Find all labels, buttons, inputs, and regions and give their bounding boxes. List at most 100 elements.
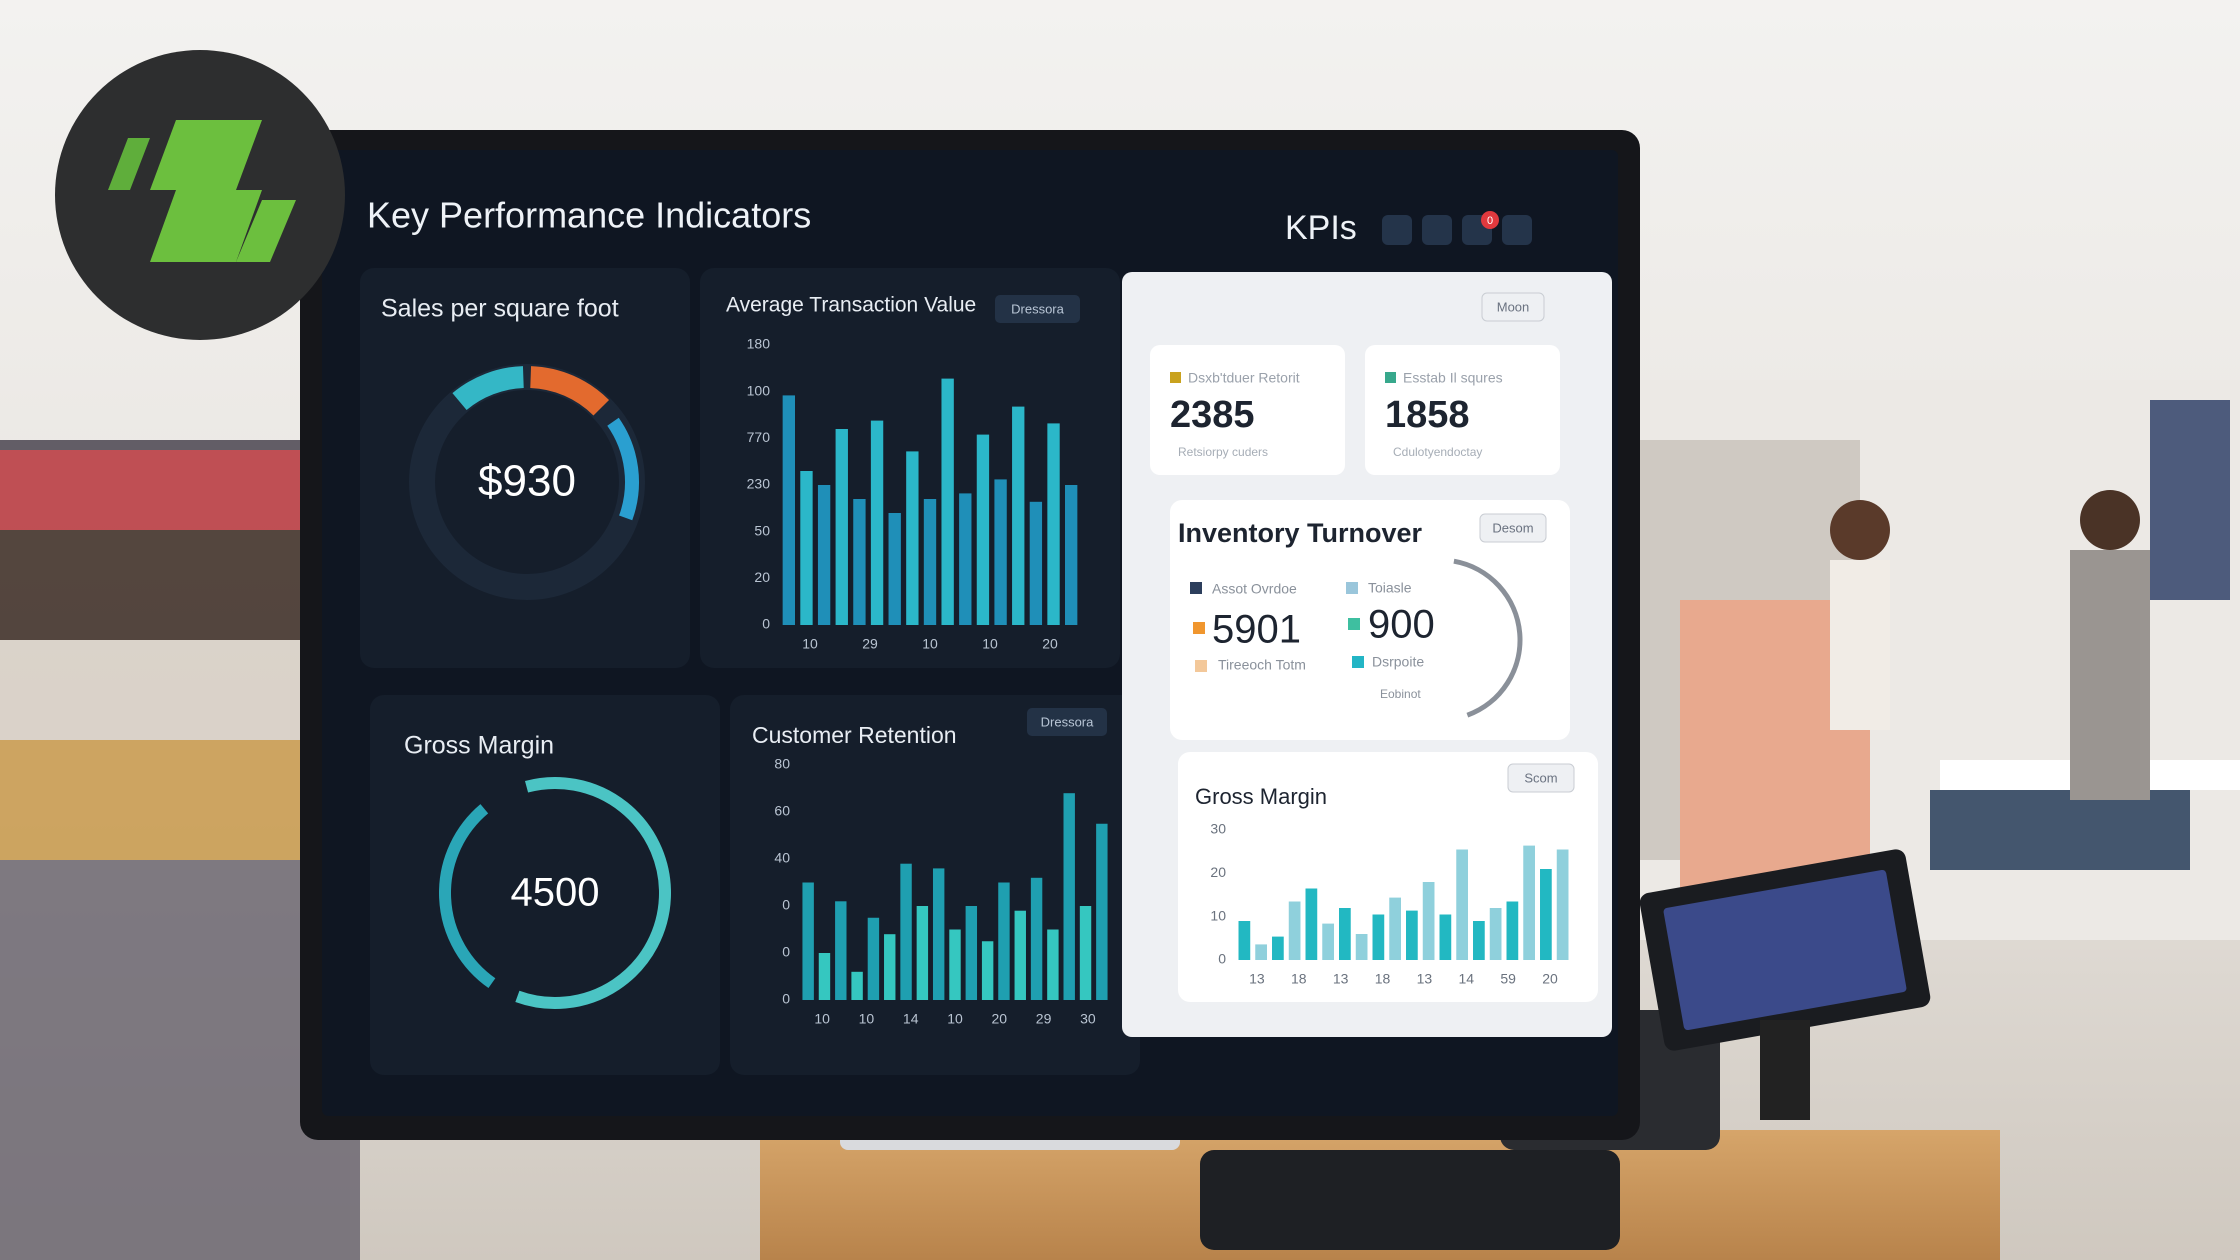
x-tick-label: 13 xyxy=(1417,971,1433,987)
bar xyxy=(817,485,831,625)
keyboard xyxy=(1200,1150,1620,1250)
bar xyxy=(1355,934,1368,960)
bar xyxy=(1288,901,1301,960)
toolbar-icon xyxy=(1382,215,1412,245)
bar xyxy=(906,451,919,625)
bar xyxy=(1030,877,1043,1000)
y-tick-label: 50 xyxy=(754,522,770,538)
bar xyxy=(1422,882,1435,960)
bar xyxy=(1456,849,1468,960)
bar xyxy=(1489,908,1502,960)
bar xyxy=(1029,501,1043,625)
x-tick-label: 10 xyxy=(922,636,938,652)
x-tick-label: 29 xyxy=(1036,1011,1052,1027)
legend-swatch xyxy=(1346,582,1358,594)
turnover-arc xyxy=(1453,558,1523,718)
button-label: Dressora xyxy=(1041,714,1095,729)
gauge-arc xyxy=(439,804,496,989)
bar xyxy=(1014,910,1026,1000)
y-tick-label: 0 xyxy=(782,944,790,960)
bar xyxy=(1556,849,1569,960)
button xyxy=(1481,292,1545,322)
bar xyxy=(1065,485,1078,625)
bar xyxy=(1255,944,1267,960)
bar xyxy=(800,471,813,625)
bar xyxy=(1305,888,1318,960)
gauge-value: $930 xyxy=(478,457,576,506)
legend-label: Dsrpoite xyxy=(1372,654,1424,670)
kpi-label: KPIs xyxy=(1285,209,1357,247)
y-tick-label: 770 xyxy=(747,429,771,445)
x-tick-label: 20 xyxy=(991,1011,1007,1027)
x-tick-label: 10 xyxy=(859,1011,875,1027)
gauge-arc xyxy=(529,366,610,416)
button xyxy=(995,295,1080,323)
dashboard: Key Performance Indicators KPIs 0 Sales per… xyxy=(360,195,1612,1075)
legend-label: Toiasle xyxy=(1368,580,1412,596)
logo xyxy=(55,50,345,340)
button-label: Desom xyxy=(1492,520,1533,535)
bar xyxy=(1079,906,1092,1000)
y-tick-label: 100 xyxy=(747,382,771,398)
x-tick-label: 14 xyxy=(1459,971,1475,987)
legend-swatch xyxy=(1193,622,1205,634)
y-tick-label: 20 xyxy=(754,569,770,585)
panel-title: Average Transaction Value xyxy=(726,294,976,317)
bar xyxy=(923,499,937,625)
legend-swatch xyxy=(1170,372,1181,383)
y-tick-label: 20 xyxy=(1210,864,1226,880)
x-tick-label: 30 xyxy=(1080,1011,1096,1027)
stat-value: 2385 xyxy=(1170,394,1255,436)
toolbar-icon xyxy=(1502,215,1532,245)
bar xyxy=(1272,936,1284,960)
bar xyxy=(1063,793,1075,1000)
bar xyxy=(981,941,994,1000)
x-tick-label: 59 xyxy=(1500,971,1516,987)
card-title: Inventory Turnover xyxy=(1178,518,1423,548)
bar xyxy=(916,906,929,1000)
button-label: Moon xyxy=(1497,299,1530,314)
bar xyxy=(1473,921,1485,960)
stat-value: 1858 xyxy=(1385,394,1470,436)
notification-count: 0 xyxy=(1487,215,1493,227)
bar xyxy=(998,882,1010,1000)
button xyxy=(1027,708,1107,736)
bar xyxy=(1372,914,1385,960)
bar xyxy=(932,868,945,1000)
legend-swatch xyxy=(1190,582,1202,594)
bar xyxy=(900,863,912,1000)
bar xyxy=(867,917,880,1000)
bar xyxy=(1322,923,1334,960)
stat-value: 5901 xyxy=(1212,608,1301,652)
dashboard-title: Key Performance Indicators xyxy=(367,195,811,236)
notification-badge xyxy=(1481,211,1499,229)
legend-swatch xyxy=(1352,656,1364,668)
stat-note: Retsiorpy cuders xyxy=(1178,445,1268,459)
x-tick-label: 10 xyxy=(982,636,998,652)
bar xyxy=(1012,406,1025,625)
y-tick-label: 80 xyxy=(774,756,790,772)
bar xyxy=(976,434,990,625)
button-label: Scom xyxy=(1524,770,1557,785)
x-tick-label: 14 xyxy=(903,1011,919,1027)
panel xyxy=(370,695,720,1075)
panel-title: Gross Margin xyxy=(404,732,554,760)
x-tick-label: 20 xyxy=(1042,636,1058,652)
bar xyxy=(782,395,795,625)
y-tick-label: 30 xyxy=(1210,821,1226,837)
button xyxy=(1507,763,1575,793)
card-title: Gross Margin xyxy=(1195,784,1327,809)
bar xyxy=(1523,845,1535,960)
y-tick-label: 40 xyxy=(774,850,790,866)
bar xyxy=(835,429,848,625)
stat-card xyxy=(1150,345,1345,475)
stat-label: Esstab Il squres xyxy=(1403,370,1503,386)
legend-swatch xyxy=(1348,618,1360,630)
y-tick-label: 10 xyxy=(1210,907,1226,923)
legend-swatch xyxy=(1195,660,1207,672)
pos-terminal xyxy=(1639,849,1931,1120)
x-tick-label: 20 xyxy=(1542,971,1558,987)
bar xyxy=(802,882,814,1000)
gauge-arc xyxy=(607,417,639,521)
bar xyxy=(851,971,863,1000)
